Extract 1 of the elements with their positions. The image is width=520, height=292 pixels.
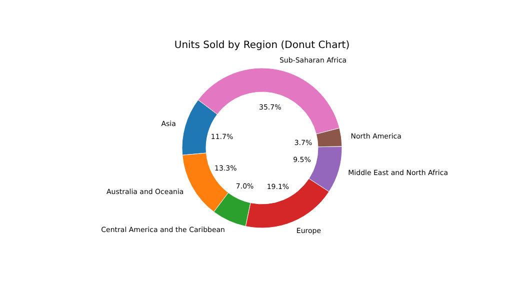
chart-title: Units Sold by Region (Donut Chart) — [174, 40, 350, 51]
